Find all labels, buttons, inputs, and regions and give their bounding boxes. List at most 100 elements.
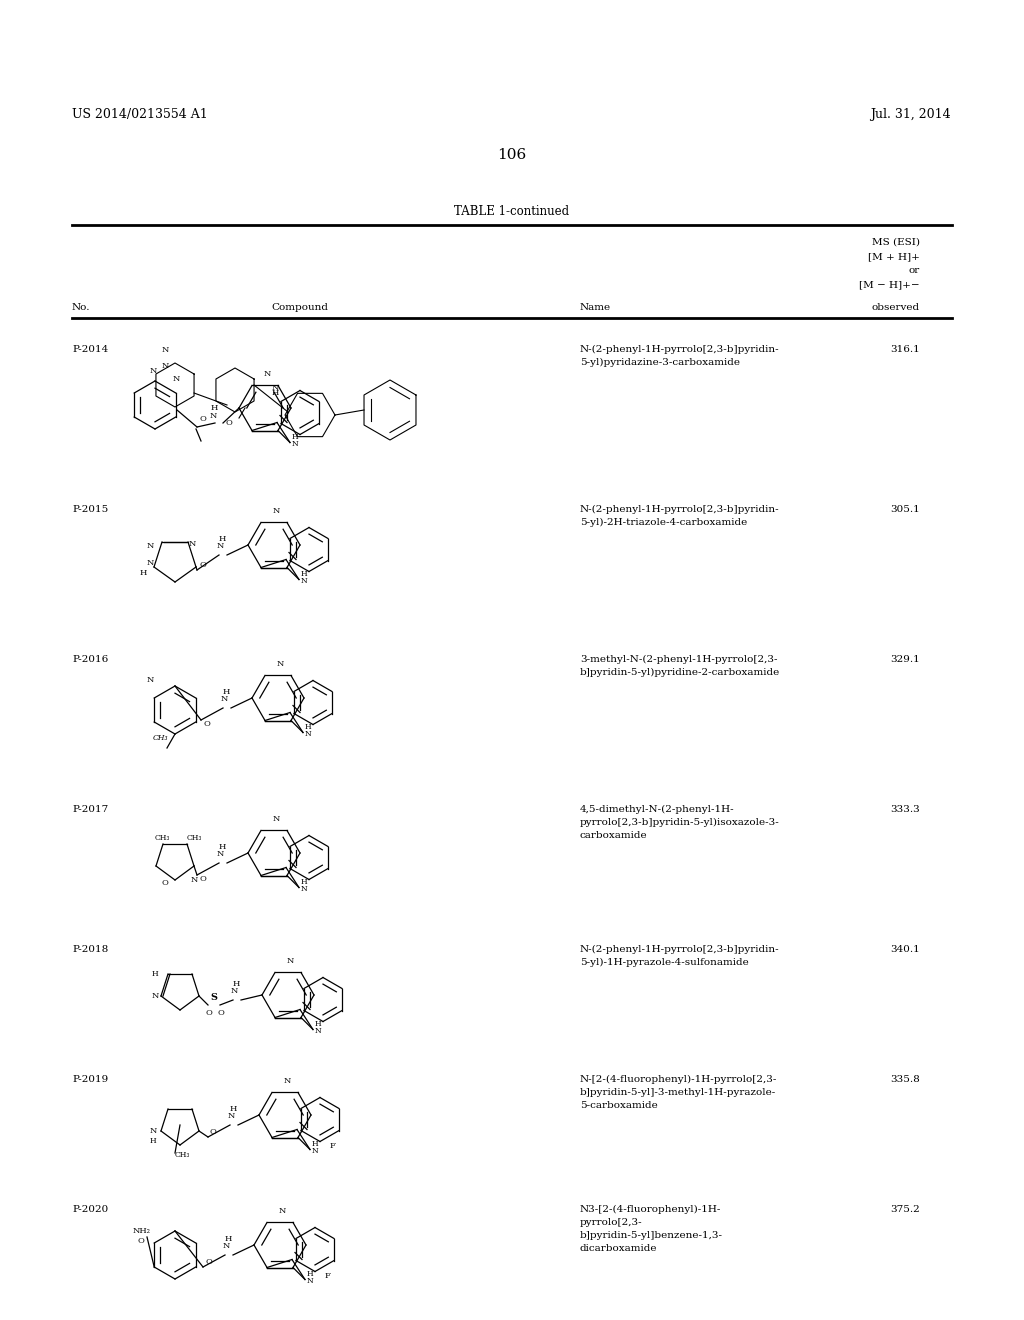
- Text: carboxamide: carboxamide: [580, 832, 647, 840]
- Text: F: F: [325, 1271, 331, 1279]
- Text: N: N: [189, 540, 197, 548]
- Text: H: H: [223, 688, 230, 696]
- Text: O: O: [203, 719, 210, 729]
- Text: O: O: [199, 875, 206, 883]
- Text: N: N: [150, 1127, 158, 1135]
- Text: P-2017: P-2017: [72, 805, 109, 814]
- Text: H: H: [301, 878, 307, 886]
- Text: H: H: [150, 1137, 157, 1144]
- Text: or: or: [908, 267, 920, 275]
- Text: N: N: [301, 577, 308, 585]
- Text: dicarboxamide: dicarboxamide: [580, 1243, 657, 1253]
- Text: b]pyridin-5-yl]-3-methyl-1H-pyrazole-: b]pyridin-5-yl]-3-methyl-1H-pyrazole-: [580, 1088, 776, 1097]
- Text: N: N: [150, 367, 157, 375]
- Text: N-(2-phenyl-1H-pyrrolo[2,3-b]pyridin-: N-(2-phenyl-1H-pyrrolo[2,3-b]pyridin-: [580, 506, 779, 513]
- Text: N: N: [162, 346, 169, 354]
- Text: N: N: [315, 1027, 322, 1035]
- Text: H: H: [219, 535, 226, 543]
- Text: H: H: [233, 979, 241, 987]
- Text: N-(2-phenyl-1H-pyrrolo[2,3-b]pyridin-: N-(2-phenyl-1H-pyrrolo[2,3-b]pyridin-: [580, 945, 779, 954]
- Text: P-2020: P-2020: [72, 1205, 109, 1214]
- Text: No.: No.: [72, 304, 90, 312]
- Text: Compound: Compound: [271, 304, 329, 312]
- Text: pyrrolo[2,3-: pyrrolo[2,3-: [580, 1218, 643, 1228]
- Text: H: H: [230, 1105, 238, 1113]
- Text: P-2015: P-2015: [72, 506, 109, 513]
- Text: N: N: [223, 1242, 230, 1250]
- Text: N: N: [276, 660, 284, 668]
- Text: pyrrolo[2,3-b]pyridin-5-yl)isoxazole-3-: pyrrolo[2,3-b]pyridin-5-yl)isoxazole-3-: [580, 818, 779, 828]
- Text: N: N: [152, 993, 160, 1001]
- Text: O: O: [199, 561, 206, 569]
- Text: 5-carboxamide: 5-carboxamide: [580, 1101, 657, 1110]
- Text: O: O: [137, 1237, 144, 1245]
- Text: N: N: [305, 730, 311, 738]
- Text: P-2019: P-2019: [72, 1074, 109, 1084]
- Text: H: H: [307, 1270, 313, 1278]
- Text: NH₂: NH₂: [133, 1228, 151, 1236]
- Text: O: O: [206, 1008, 213, 1016]
- Text: N: N: [272, 507, 280, 515]
- Text: 340.1: 340.1: [890, 945, 920, 954]
- Text: 3-methyl-N-(2-phenyl-1H-pyrrolo[2,3-: 3-methyl-N-(2-phenyl-1H-pyrrolo[2,3-: [580, 655, 777, 664]
- Text: N: N: [292, 440, 299, 447]
- Text: H: H: [301, 569, 307, 578]
- Text: H: H: [225, 1236, 232, 1243]
- Text: N3-[2-(4-fluorophenyl)-1H-: N3-[2-(4-fluorophenyl)-1H-: [580, 1205, 721, 1214]
- Text: 316.1: 316.1: [890, 345, 920, 354]
- Text: CH₃: CH₃: [175, 1151, 190, 1159]
- Text: F: F: [330, 1142, 336, 1150]
- Text: H: H: [315, 1019, 322, 1027]
- Text: [M − H]+−: [M − H]+−: [859, 280, 920, 289]
- Text: CH₃: CH₃: [153, 734, 169, 742]
- Text: N: N: [301, 884, 308, 892]
- Text: N: N: [312, 1147, 318, 1155]
- Text: H: H: [292, 433, 299, 441]
- Text: N-[2-(4-fluorophenyl)-1H-pyrrolo[2,3-: N-[2-(4-fluorophenyl)-1H-pyrrolo[2,3-: [580, 1074, 777, 1084]
- Text: P-2018: P-2018: [72, 945, 109, 954]
- Text: N: N: [221, 696, 228, 704]
- Text: 335.8: 335.8: [890, 1074, 920, 1084]
- Text: N: N: [307, 1276, 313, 1284]
- Text: N: N: [217, 543, 224, 550]
- Text: P-2014: P-2014: [72, 345, 109, 354]
- Text: 5-yl)-1H-pyrazole-4-sulfonamide: 5-yl)-1H-pyrazole-4-sulfonamide: [580, 958, 749, 968]
- Text: N: N: [231, 987, 239, 995]
- Text: H: H: [152, 970, 159, 978]
- Text: N: N: [147, 558, 155, 568]
- Text: H: H: [305, 722, 311, 730]
- Text: N: N: [147, 543, 155, 550]
- Text: N: N: [284, 1077, 291, 1085]
- Text: N: N: [279, 1206, 286, 1214]
- Text: 5-yl)-2H-triazole-4-carboxamide: 5-yl)-2H-triazole-4-carboxamide: [580, 517, 748, 527]
- Text: Name: Name: [580, 304, 611, 312]
- Text: CH₃: CH₃: [187, 834, 203, 842]
- Text: O: O: [205, 1258, 212, 1266]
- Text: O: O: [218, 1008, 225, 1016]
- Text: TABLE 1-continued: TABLE 1-continued: [455, 205, 569, 218]
- Text: O: O: [226, 418, 232, 426]
- Text: O: O: [210, 1129, 217, 1137]
- Text: N: N: [272, 814, 280, 822]
- Text: N: N: [147, 676, 155, 684]
- Text: 333.3: 333.3: [890, 805, 920, 814]
- Text: US 2014/0213554 A1: US 2014/0213554 A1: [72, 108, 208, 121]
- Text: MS (ESI): MS (ESI): [872, 238, 920, 247]
- Text: H: H: [219, 843, 226, 851]
- Text: H: H: [312, 1139, 318, 1147]
- Text: 106: 106: [498, 148, 526, 162]
- Text: N: N: [228, 1111, 236, 1119]
- Text: N: N: [287, 957, 294, 965]
- Text: b]pyridin-5-yl]benzene-1,3-: b]pyridin-5-yl]benzene-1,3-: [580, 1232, 723, 1239]
- Text: Jul. 31, 2014: Jul. 31, 2014: [870, 108, 950, 121]
- Text: H: H: [140, 569, 147, 577]
- Text: 4,5-dimethyl-N-(2-phenyl-1H-: 4,5-dimethyl-N-(2-phenyl-1H-: [580, 805, 734, 814]
- Text: H: H: [210, 404, 218, 412]
- Text: P-2016: P-2016: [72, 655, 109, 664]
- Text: 375.2: 375.2: [890, 1205, 920, 1214]
- Text: N-(2-phenyl-1H-pyrrolo[2,3-b]pyridin-: N-(2-phenyl-1H-pyrrolo[2,3-b]pyridin-: [580, 345, 779, 354]
- Text: H: H: [272, 389, 280, 397]
- Text: N: N: [162, 362, 169, 370]
- Text: O: O: [199, 414, 206, 422]
- Text: observed: observed: [871, 304, 920, 312]
